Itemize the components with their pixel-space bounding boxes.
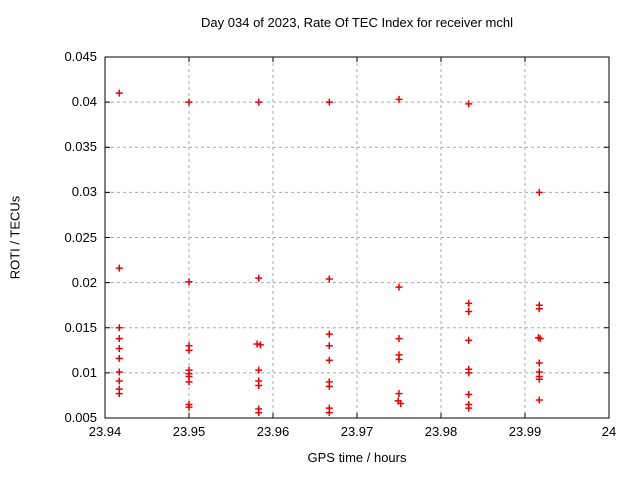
data-point-marker bbox=[465, 336, 473, 344]
data-point-marker bbox=[325, 330, 333, 338]
data-point-marker bbox=[255, 366, 263, 374]
y-axis-tick-label: 0.015 bbox=[64, 319, 97, 335]
y-axis-tick-label: 0.02 bbox=[71, 274, 97, 290]
x-axis-tick-label: 24 bbox=[601, 424, 617, 439]
data-point-marker bbox=[325, 356, 333, 364]
data-point-marker bbox=[255, 382, 263, 390]
y-axis-tick-label: 0.025 bbox=[64, 229, 97, 245]
y-axis-tick-label: 0.01 bbox=[71, 364, 97, 380]
data-point-marker bbox=[115, 345, 123, 353]
data-point-marker bbox=[115, 335, 123, 343]
data-point-marker bbox=[535, 359, 543, 367]
data-point-marker bbox=[325, 275, 333, 283]
data-point-marker bbox=[465, 299, 473, 307]
data-point-marker bbox=[115, 324, 123, 332]
data-point-marker bbox=[395, 390, 403, 398]
data-point-marker bbox=[185, 378, 193, 386]
data-point-marker bbox=[255, 409, 263, 417]
x-axis-label: GPS time / hours bbox=[307, 450, 407, 465]
data-point-marker bbox=[395, 283, 403, 291]
x-axis-tick-label: 23.94 bbox=[88, 424, 122, 439]
data-point-marker bbox=[255, 274, 263, 282]
data-point-marker bbox=[465, 404, 473, 412]
y-axis-tick-label: 0.03 bbox=[71, 184, 97, 200]
data-point-marker bbox=[115, 264, 123, 272]
data-point-marker bbox=[115, 390, 123, 398]
data-point-marker bbox=[465, 391, 473, 399]
data-point-marker bbox=[115, 377, 123, 385]
data-point-marker bbox=[534, 334, 542, 342]
data-point-marker bbox=[185, 346, 193, 354]
data-point-marker bbox=[325, 98, 333, 106]
data-point-marker bbox=[395, 335, 403, 343]
x-axis-tick-label: 23.97 bbox=[340, 424, 374, 439]
x-axis-tick-label: 23.98 bbox=[424, 424, 458, 439]
data-point-marker bbox=[325, 382, 333, 390]
data-point-marker bbox=[536, 335, 544, 343]
y-axis-tick-label: 0.045 bbox=[64, 49, 97, 64]
x-axis-tick-label: 23.95 bbox=[172, 424, 206, 439]
y-axis-label: ROTI / TECUs bbox=[7, 195, 23, 280]
data-point-marker bbox=[115, 354, 123, 362]
data-point-marker bbox=[395, 95, 403, 103]
data-point-marker bbox=[535, 396, 543, 404]
data-point-marker bbox=[185, 278, 193, 286]
data-point-marker bbox=[465, 308, 473, 316]
data-point-marker bbox=[185, 98, 193, 106]
x-axis-tick-label: 23.99 bbox=[508, 424, 542, 439]
y-axis-tick-label: 0.04 bbox=[71, 94, 97, 110]
x-axis-tick-label: 23.96 bbox=[256, 424, 290, 439]
y-axis-tick-label: 0.005 bbox=[64, 410, 97, 425]
data-point-marker bbox=[465, 369, 473, 377]
data-point-marker bbox=[185, 403, 193, 411]
data-point-marker bbox=[255, 98, 263, 106]
data-point-marker bbox=[256, 341, 264, 349]
data-point-marker bbox=[115, 89, 123, 97]
data-point-marker bbox=[535, 375, 543, 383]
data-point-marker bbox=[465, 100, 473, 108]
y-axis-tick-label: 0.035 bbox=[64, 139, 97, 155]
data-point-marker bbox=[325, 342, 333, 350]
data-point-marker bbox=[395, 355, 403, 363]
data-point-marker bbox=[115, 368, 123, 376]
chart-title: Day 034 of 2023, Rate Of TEC Index for r… bbox=[201, 15, 513, 30]
data-point-marker bbox=[535, 305, 543, 313]
data-point-marker bbox=[397, 400, 405, 408]
data-point-marker bbox=[325, 409, 333, 417]
data-point-marker bbox=[535, 188, 543, 196]
data-point-marker bbox=[253, 340, 261, 348]
